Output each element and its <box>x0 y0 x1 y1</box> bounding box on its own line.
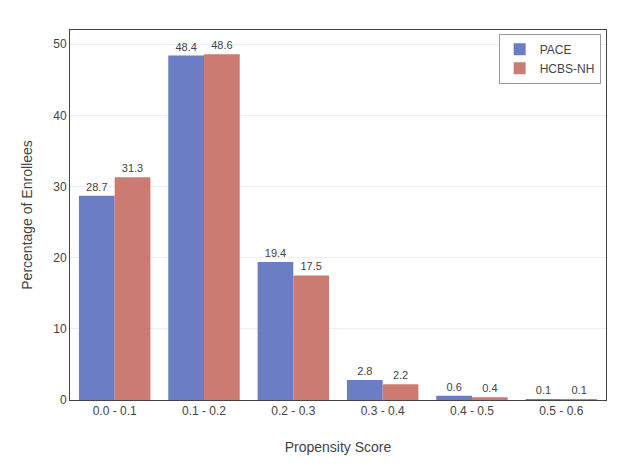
svg-text:0.6: 0.6 <box>446 381 461 393</box>
svg-text:0.2 - 0.3: 0.2 - 0.3 <box>271 404 315 418</box>
svg-text:10: 10 <box>53 322 67 336</box>
svg-text:0.0 - 0.1: 0.0 - 0.1 <box>93 404 137 418</box>
svg-text:0.1 - 0.2: 0.1 - 0.2 <box>182 404 226 418</box>
svg-text:0.1: 0.1 <box>572 384 587 396</box>
svg-text:0.5 - 0.6: 0.5 - 0.6 <box>539 404 583 418</box>
svg-text:2.2: 2.2 <box>393 369 408 381</box>
svg-text:40: 40 <box>53 109 67 123</box>
svg-text:31.3: 31.3 <box>122 162 143 174</box>
svg-text:2.8: 2.8 <box>357 365 372 377</box>
svg-text:0: 0 <box>60 393 67 407</box>
svg-text:20: 20 <box>53 251 67 265</box>
svg-text:0.1: 0.1 <box>536 384 551 396</box>
svg-text:28.7: 28.7 <box>86 181 107 193</box>
svg-text:0.4 - 0.5: 0.4 - 0.5 <box>450 404 494 418</box>
svg-text:30: 30 <box>53 180 67 194</box>
svg-text:0.3 - 0.4: 0.3 - 0.4 <box>361 404 405 418</box>
svg-text:17.5: 17.5 <box>300 260 321 272</box>
svg-text:50: 50 <box>53 37 67 51</box>
svg-text:PACE: PACE <box>540 43 572 57</box>
svg-text:0.4: 0.4 <box>482 382 497 394</box>
svg-text:Percentage of Enrollees: Percentage of Enrollees <box>19 140 35 289</box>
svg-text:48.4: 48.4 <box>175 41 196 53</box>
svg-text:Propensity Score: Propensity Score <box>285 439 392 455</box>
svg-text:48.6: 48.6 <box>211 39 232 51</box>
svg-text:19.4: 19.4 <box>265 247 286 259</box>
svg-text:HCBS-NH: HCBS-NH <box>540 62 595 76</box>
